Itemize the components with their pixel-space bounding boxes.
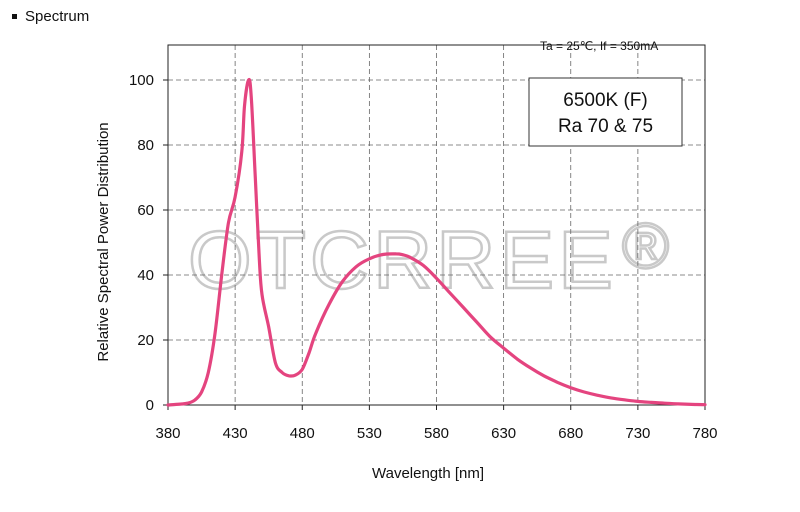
- y-axis-ticks: 0 20 40 60 80 100: [129, 72, 168, 414]
- x-axis-ticks: 380 430 480 530 580 630 680 730 780: [155, 405, 718, 442]
- spectrum-curve: [166, 77, 707, 407]
- watermark-text: OTCRREE: [188, 215, 617, 306]
- y-tick-label: 40: [137, 267, 154, 284]
- legend-line-cct: 6500K (F): [563, 90, 647, 111]
- x-tick-label: 680: [558, 425, 583, 442]
- x-tick-label: 580: [424, 425, 449, 442]
- legend-line-cri: Ra 70 & 75: [558, 116, 653, 137]
- bullet-icon: [12, 14, 17, 19]
- x-tick-label: 430: [223, 425, 248, 442]
- legend-frame: [528, 77, 683, 147]
- legend-box: 6500K (F) Ra 70 & 75: [528, 77, 683, 147]
- x-tick-label: 630: [491, 425, 516, 442]
- x-tick-label: 730: [625, 425, 650, 442]
- y-tick-label: 0: [146, 397, 154, 414]
- section-heading-label: Spectrum: [25, 8, 90, 25]
- y-tick-label: 60: [137, 202, 154, 219]
- x-tick-label: 530: [357, 425, 382, 442]
- x-tick-label: 480: [290, 425, 315, 442]
- y-tick-label: 80: [137, 137, 154, 154]
- section-heading: Spectrum: [12, 8, 89, 25]
- x-axis-title: Wavelength [nm]: [372, 465, 484, 482]
- y-tick-label: 20: [137, 332, 154, 349]
- x-tick-label: 780: [692, 425, 717, 442]
- test-conditions: Ta = 25℃, If = 350mA: [540, 39, 658, 53]
- watermark-registered-mark: ®: [622, 210, 673, 282]
- x-tick-label: 380: [155, 425, 180, 442]
- y-axis-title: Relative Spectral Power Distribution: [95, 122, 112, 361]
- y-tick-label: 100: [129, 72, 154, 89]
